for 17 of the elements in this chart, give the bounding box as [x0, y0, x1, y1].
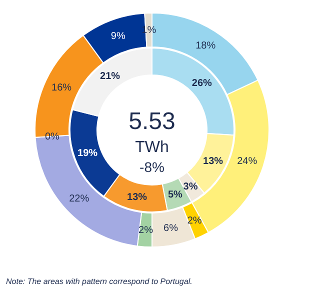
- data-label: 19%: [78, 148, 98, 160]
- data-label: 21%: [100, 70, 120, 82]
- data-label: 22%: [69, 193, 90, 204]
- data-label: 5%: [168, 189, 183, 200]
- data-label: 16%: [52, 82, 72, 94]
- data-label: 24%: [237, 156, 258, 167]
- data-label: 13%: [203, 156, 224, 168]
- data-label: 9%: [110, 30, 126, 42]
- data-label: 6%: [164, 223, 178, 234]
- text: TWh: [135, 139, 169, 156]
- data-label: 3%: [183, 182, 198, 193]
- text: Note: The areas with pattern correspond to Portugal.: [6, 277, 192, 286]
- data-label: 26%: [192, 78, 212, 90]
- data-label: 13%: [127, 192, 148, 203]
- text: 5.53: [128, 108, 176, 135]
- data-label: 18%: [196, 40, 216, 52]
- text: -8%: [140, 159, 164, 175]
